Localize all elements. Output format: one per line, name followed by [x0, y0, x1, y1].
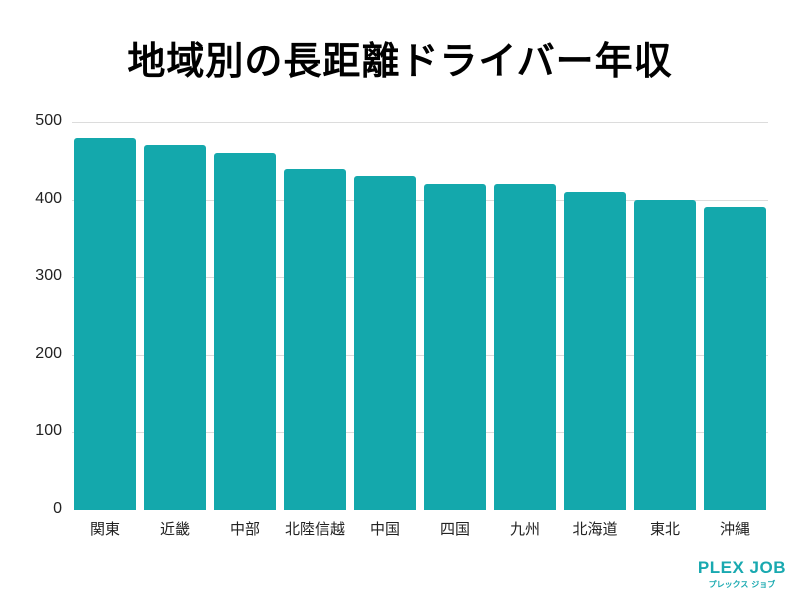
- x-tick-label: 東北: [649, 520, 680, 538]
- x-tick-label: 北海道: [572, 520, 618, 538]
- bar: [424, 184, 486, 510]
- x-tick-label: 九州: [509, 520, 540, 538]
- y-tick-label: 400: [35, 189, 62, 207]
- gridline: [72, 432, 768, 434]
- gridline: [72, 354, 768, 356]
- x-tick-label: 関東: [89, 520, 120, 538]
- bar: [704, 207, 766, 510]
- bar: [284, 168, 346, 510]
- x-tick-label: 中部: [229, 520, 260, 538]
- y-tick-label: 100: [35, 422, 62, 440]
- plot-area: [72, 122, 768, 510]
- y-tick-label: 200: [35, 344, 62, 362]
- x-tick-label: 中国: [369, 520, 400, 538]
- bar: [74, 137, 136, 510]
- x-tick-label: 北陸信越: [284, 520, 345, 538]
- bar: [564, 191, 626, 510]
- logo-name: PLEX JOB: [697, 558, 786, 577]
- x-tick-label: 近畿: [159, 520, 190, 538]
- logo-kana: プレックス ジョブ: [708, 580, 776, 589]
- bar: [634, 199, 696, 510]
- bar: [494, 184, 556, 510]
- x-tick-label: 四国: [439, 520, 470, 538]
- bar: [354, 176, 416, 510]
- gridline: [72, 199, 768, 201]
- y-tick-label: 300: [35, 267, 62, 285]
- bar: [144, 145, 206, 510]
- bar: [214, 153, 276, 510]
- gridline: [72, 277, 768, 279]
- plex-job-logo: PLEX JOB プレックス ジョブ: [698, 558, 786, 590]
- y-tick-label: 0: [53, 500, 62, 517]
- gridline: [72, 122, 768, 123]
- y-tick-label: 500: [35, 112, 62, 129]
- chart-title: 地域別の長距離ドライバー年収: [127, 39, 673, 83]
- x-tick-label: 沖縄: [719, 520, 750, 538]
